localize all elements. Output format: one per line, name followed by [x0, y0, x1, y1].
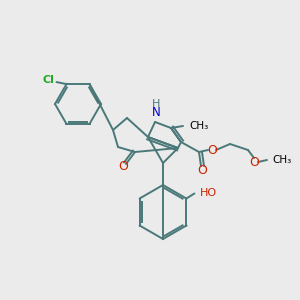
Text: CH₃: CH₃ — [272, 155, 291, 165]
Text: CH₃: CH₃ — [189, 121, 208, 131]
Text: HO: HO — [200, 188, 217, 199]
Text: N: N — [152, 106, 160, 118]
Text: O: O — [207, 143, 217, 157]
Text: O: O — [249, 155, 259, 169]
Text: O: O — [197, 164, 207, 178]
Text: O: O — [118, 160, 128, 173]
Text: Cl: Cl — [43, 75, 54, 85]
Text: H: H — [152, 99, 160, 109]
